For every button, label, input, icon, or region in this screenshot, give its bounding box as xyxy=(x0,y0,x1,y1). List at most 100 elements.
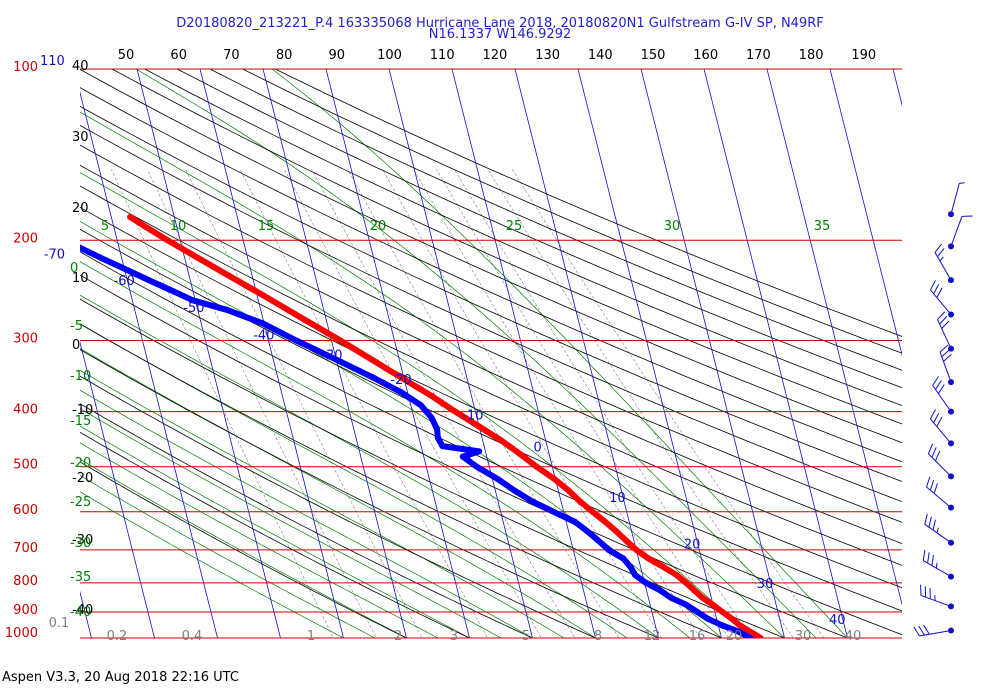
top-temperature-label: 60 xyxy=(170,48,187,63)
wind-barb xyxy=(926,476,954,511)
mixing-ratio-label: 0.4 xyxy=(182,629,203,644)
wind-barb-flag xyxy=(931,447,937,458)
wind-barb-staff xyxy=(939,351,952,383)
temperature-point xyxy=(645,555,652,562)
temperature-point xyxy=(370,357,376,364)
temperature-point xyxy=(757,635,764,638)
dry-adiabat-line xyxy=(209,69,902,371)
dewpoint-point xyxy=(259,320,266,327)
temperature-point xyxy=(565,487,572,494)
wind-barb xyxy=(939,344,954,386)
wind-barb-flag xyxy=(939,344,949,353)
wind-barbs xyxy=(913,182,973,637)
wind-barb-staff xyxy=(923,560,952,578)
temperature-point xyxy=(476,423,483,430)
dry-adiabat-line xyxy=(80,124,902,503)
temperature-point xyxy=(699,594,706,601)
isotherm-line xyxy=(451,69,596,638)
wind-barb-flag xyxy=(937,311,946,320)
dewpoint-point xyxy=(584,528,591,535)
dewpoint-point xyxy=(668,594,675,601)
wind-barb xyxy=(929,409,954,447)
wind-barb-flag xyxy=(933,483,938,494)
wind-barb xyxy=(913,624,954,637)
dewpoint-point xyxy=(168,287,175,294)
mixing-ratio-label: 30 xyxy=(795,629,812,644)
chart-title-line2: N16.1337 W146.9292 xyxy=(428,27,572,42)
dry-adiabat-line xyxy=(80,461,408,638)
dry-adiabat-label: -20 xyxy=(72,471,93,486)
wind-barb-half-flag xyxy=(959,182,965,184)
dewpoint-point xyxy=(334,357,341,364)
isotherm-line xyxy=(703,69,848,638)
dry-adiabat-line xyxy=(80,403,534,638)
dewpoint-point xyxy=(459,453,466,460)
dewpoint-point xyxy=(398,389,405,396)
dewpoint-point xyxy=(293,337,300,344)
dry-adiabat-line xyxy=(80,228,902,612)
dry-adiabat-line xyxy=(80,164,902,544)
moist-adiabat-label: -20 xyxy=(70,456,91,471)
temperature-point xyxy=(428,392,435,399)
wind-barb-staff xyxy=(937,319,952,349)
mixing-ratio-label: 20 xyxy=(726,629,743,644)
temperature-point xyxy=(736,622,743,629)
dry-adiabat-line xyxy=(242,69,902,354)
dewpoint-point xyxy=(620,555,627,562)
isotherm-label: -60 xyxy=(114,274,135,289)
isotherm-line xyxy=(388,69,533,638)
isotherm-line xyxy=(892,69,902,107)
dry-adiabat-line xyxy=(80,298,786,638)
isotherm-label: -20 xyxy=(390,373,411,388)
moist-adiabat-line xyxy=(80,294,659,638)
mixing-ratio-label: 0.2 xyxy=(107,629,128,644)
pressure-label: 200 xyxy=(13,231,38,246)
dewpoint-point xyxy=(704,615,711,622)
dry-adiabat-line xyxy=(80,375,597,638)
dry-adiabat-line xyxy=(80,69,902,444)
wind-barb-staff xyxy=(930,418,952,444)
top-temperature-label: 50 xyxy=(118,48,135,63)
isotherm-label: -70 xyxy=(44,248,65,263)
isotherm-label: 10 xyxy=(609,491,626,506)
pressure-label: 700 xyxy=(13,541,38,556)
isotherms xyxy=(80,69,902,638)
temperature-point xyxy=(300,316,307,322)
temperature-point xyxy=(260,292,267,299)
mixing-ratio-line xyxy=(512,169,825,638)
temperature-point xyxy=(633,546,640,553)
wind-barb-staff xyxy=(928,453,952,477)
top-temperature-label: 190 xyxy=(851,48,876,63)
dry-adiabat-label: 10 xyxy=(72,271,89,286)
temperature-point xyxy=(602,518,609,525)
wind-barb xyxy=(924,513,954,546)
dry-adiabat-line xyxy=(80,206,902,589)
isotherm-label: -10 xyxy=(462,408,483,423)
mixing-ratio-label: 8 xyxy=(594,629,602,644)
isotherm-line xyxy=(136,69,281,638)
pressure-label: 400 xyxy=(13,403,38,418)
isotherm-line xyxy=(199,69,344,638)
wind-barb-flag xyxy=(936,287,943,298)
dewpoint-point xyxy=(627,563,634,570)
wind-barb-staff xyxy=(930,289,952,315)
dry-adiabat-line xyxy=(80,144,902,523)
moist-adiabat-label: 30 xyxy=(664,219,681,234)
isotherm-label: 20 xyxy=(684,538,701,553)
wind-barb xyxy=(927,443,954,480)
wind-barb-staff xyxy=(919,629,952,637)
dewpoint-point xyxy=(428,414,435,421)
wind-barb-flag xyxy=(926,476,931,488)
wind-barb-flag xyxy=(939,315,948,325)
dewpoint-point xyxy=(642,579,649,586)
wind-barb-staff xyxy=(934,252,952,281)
moist-adiabat-label: -40 xyxy=(70,605,91,620)
temperature-point xyxy=(673,572,680,578)
top-temperature-label: 160 xyxy=(693,48,718,63)
moist-adiabat-label: 0 xyxy=(70,261,78,276)
wind-barb-flag xyxy=(932,519,936,531)
temperature-point xyxy=(747,628,754,635)
dewpoint-point xyxy=(98,255,105,262)
dewpoint-point xyxy=(473,463,480,470)
top-temperature-label: 140 xyxy=(588,48,613,63)
